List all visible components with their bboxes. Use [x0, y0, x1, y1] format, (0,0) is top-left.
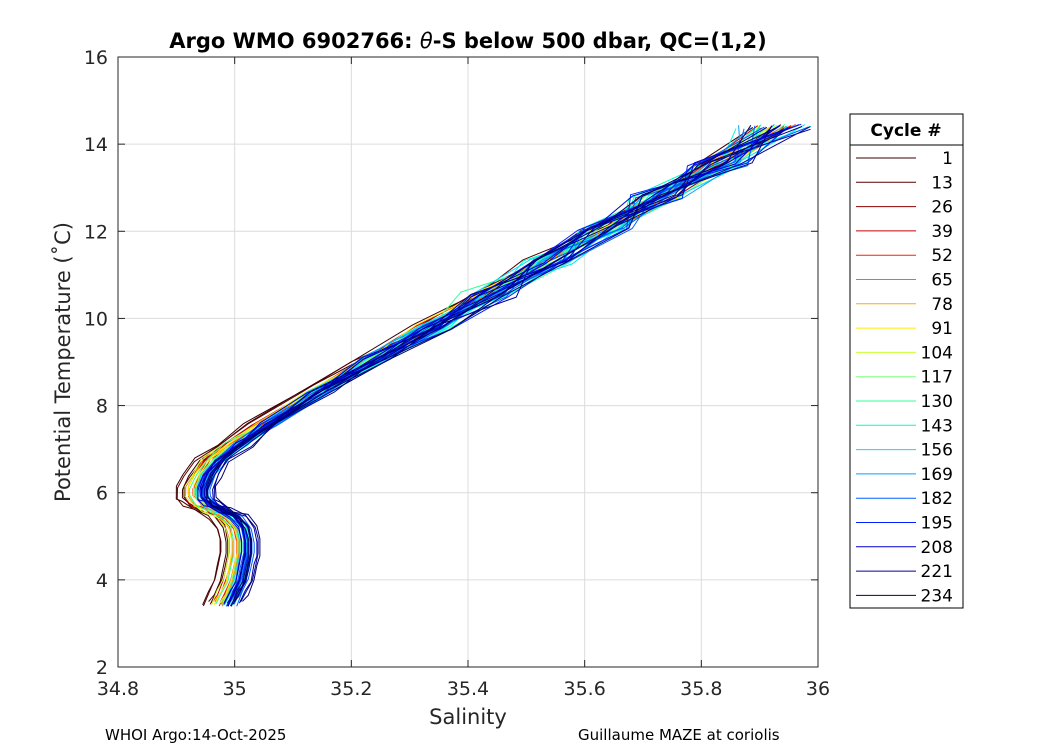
x-tick-label: 35.6 [564, 678, 606, 700]
profile-line-cycle-130 [189, 124, 786, 605]
legend-label: 104 [921, 343, 953, 363]
chart-title: Argo WMO 6902766: θ-S below 500 dbar, QC… [169, 29, 766, 53]
profile-line-cycle-117 [193, 127, 775, 604]
legend-label: 26 [931, 198, 953, 218]
profile-line-cycle-234 [214, 125, 752, 602]
x-tick-label: 35 [223, 678, 247, 700]
x-tick-label: 36 [806, 678, 830, 700]
profile-line-cycle-52 [195, 125, 773, 606]
profile-line-cycle-26 [193, 127, 775, 603]
profile-line-cycle-195 [203, 126, 791, 607]
y-axis-label: Potential Temperature (˚C) [51, 222, 75, 502]
legend-label: 65 [931, 271, 953, 291]
profile-line-cycle-130 [201, 126, 767, 603]
profile-line-cycle-143 [206, 125, 812, 603]
profile-line-cycle-13 [176, 124, 782, 607]
y-tick-label: 10 [84, 308, 108, 330]
profile-line-cycle-221 [206, 128, 811, 602]
legend-label: 234 [921, 586, 953, 606]
profile-line-cycle-156 [195, 125, 788, 607]
legend-label: 117 [921, 368, 953, 388]
profile-line-cycle-208 [201, 125, 781, 607]
legend-label: 182 [921, 489, 953, 509]
legend-label: 78 [931, 295, 953, 315]
profile-line-cycle-91 [187, 127, 771, 606]
legend-label: 195 [921, 514, 953, 534]
profile-line-cycle-78 [195, 127, 769, 605]
profile-line-cycle-78 [187, 128, 786, 602]
legend-title: Cycle # [870, 121, 941, 141]
y-tick-label: 2 [96, 657, 108, 679]
profile-line-cycle-65 [195, 123, 797, 607]
profile-line-cycle-182 [199, 126, 809, 607]
legend-label: 91 [931, 319, 953, 339]
x-axis-label: Salinity [429, 705, 507, 729]
legend-label: 221 [921, 562, 953, 582]
profile-line-cycle-234 [206, 125, 773, 602]
footer-right: Guillaume MAZE at coriolis [578, 726, 780, 744]
profile-line-cycle-221 [213, 128, 789, 603]
legend-items: 1 13 26 39 52 65 78 91 104 117 130 143 156 169 182 195 2… [856, 149, 953, 606]
legend-label: 130 [921, 392, 953, 412]
legend: Cycle # 1 13 26 39 52 65 78 91 104 117 130 143 156 16… [849, 113, 964, 609]
profile-line-cycle-234 [204, 126, 779, 607]
profile-line-cycle-195 [200, 124, 800, 606]
profile-line-cycle-221 [200, 126, 768, 607]
legend-label: 1 [942, 149, 953, 169]
x-tick-label: 35.2 [330, 678, 372, 700]
legend-label: 143 [921, 416, 953, 436]
x-tick-label: 35.8 [680, 678, 722, 700]
profile-line-cycle-156 [206, 124, 806, 603]
legend-box [849, 113, 964, 609]
y-axis-ticks: 2 4 6 8 10 12 14 16 [84, 47, 818, 679]
footer-left: WHOI Argo:14-Oct-2025 [105, 726, 286, 744]
y-tick-label: 8 [96, 396, 108, 418]
profile-line-cycle-91 [192, 128, 787, 604]
x-axis-ticks: 34.8 35 35.2 35.4 35.6 35.8 36 [97, 57, 830, 700]
legend-label: 13 [931, 173, 953, 193]
profile-line-cycle-234 [206, 126, 803, 604]
profile-line-cycle-208 [200, 128, 771, 604]
legend-label: 169 [921, 465, 953, 485]
profile-line-cycle-13 [183, 125, 792, 605]
legend-label: 156 [921, 441, 953, 461]
profile-line-cycle-169 [207, 125, 779, 605]
profile-line-cycle-39 [184, 125, 784, 604]
legend-label: 39 [931, 222, 953, 242]
legend-label: 52 [931, 246, 953, 266]
profile-line-cycle-208 [201, 128, 789, 603]
x-tick-label: 35.4 [447, 678, 489, 700]
profile-line-cycle-1 [181, 127, 785, 602]
profile-line-cycle-195 [197, 126, 788, 605]
y-tick-label: 6 [96, 483, 108, 505]
profile-line-cycle-208 [197, 126, 791, 604]
profile-line-cycle-169 [207, 124, 775, 605]
profile-line-cycle-65 [194, 125, 787, 605]
grid-lines [117, 56, 819, 668]
y-tick-label: 14 [84, 134, 108, 156]
profile-line-cycle-195 [205, 123, 802, 605]
profile-line-cycle-104 [184, 124, 778, 606]
x-tick-label: 34.8 [97, 678, 139, 700]
profile-line-cycle-221 [212, 126, 811, 604]
y-tick-label: 16 [84, 47, 108, 69]
y-tick-label: 4 [96, 570, 108, 592]
y-tick-label: 12 [84, 221, 108, 243]
legend-label: 208 [921, 538, 953, 558]
profile-lines [175, 123, 812, 607]
profile-line-cycle-1 [175, 126, 754, 606]
